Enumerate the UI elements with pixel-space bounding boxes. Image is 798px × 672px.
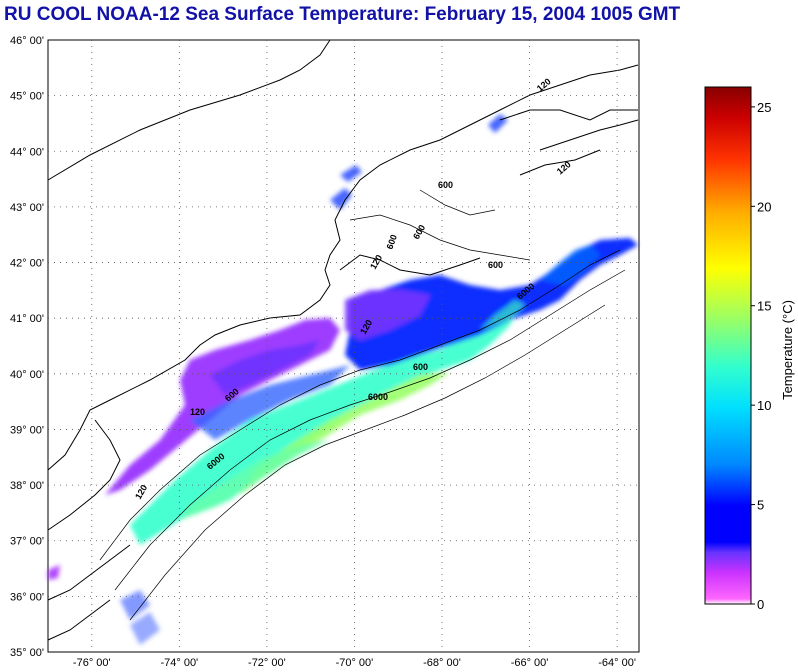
contour-label: 600 (413, 362, 428, 372)
contour-label: 600 (384, 233, 399, 251)
longitude-labels: -76° 00' -74° 00' -72° 00' -70° 00' -68° 00'… (73, 657, 636, 669)
latitude-label: 36° 00' (10, 591, 44, 603)
bathymetry-contours (99, 189, 626, 621)
colorbar-gradient (704, 86, 752, 605)
contour-label: 120 (190, 407, 205, 417)
latitude-label: 46° 00' (10, 35, 44, 47)
longitude-label: -68° 00' (423, 657, 461, 669)
latitude-label: 43° 00' (10, 202, 44, 214)
latitude-label: 39° 00' (10, 424, 44, 436)
longitude-label: -74° 00' (160, 657, 198, 669)
contour-label: 600 (438, 180, 453, 190)
colorbar-label: Temperature (°C) (780, 300, 795, 400)
contour-label: 600 (488, 260, 503, 270)
colorbar: 0 5 10 15 20 25 Temperature (°C) (704, 86, 795, 612)
sst-data-layer (48, 114, 638, 645)
longitude-label: -66° 00' (511, 657, 549, 669)
colorbar-tick-label: 10 (757, 398, 771, 413)
colorbar-tick-label: 0 (757, 597, 764, 612)
colorbar-tick-label: 20 (757, 199, 771, 214)
coastline (47, 39, 639, 641)
latitude-label: 45° 00' (10, 91, 44, 103)
longitude-label: -64° 00' (598, 657, 636, 669)
latitude-label: 44° 00' (10, 146, 44, 158)
contour-label: 6000 (368, 392, 388, 402)
latitude-label: 35° 00' (10, 647, 44, 659)
latitude-label: 37° 00' (10, 536, 44, 548)
colorbar-tick-label: 5 (757, 498, 764, 513)
colorbar-tick-label: 15 (757, 299, 771, 314)
latitude-labels: 46° 00' 45° 00' 44° 00' 43° 00' 42° 00' 41° 0… (10, 35, 44, 659)
longitude-label: -72° 00' (248, 657, 286, 669)
colorbar-tick-label: 25 (757, 100, 771, 115)
longitude-label: -76° 00' (73, 657, 111, 669)
latitude-label: 40° 00' (10, 369, 44, 381)
longitude-label: -70° 00' (336, 657, 374, 669)
latitude-label: 38° 00' (10, 480, 44, 492)
colorbar-ticks: 0 5 10 15 20 25 (751, 100, 771, 612)
latitude-label: 42° 00' (10, 258, 44, 270)
latitude-label: 41° 00' (10, 313, 44, 325)
graticule (48, 40, 639, 652)
map-title: RU COOL NOAA-12 Sea Surface Temperature:… (4, 4, 681, 25)
